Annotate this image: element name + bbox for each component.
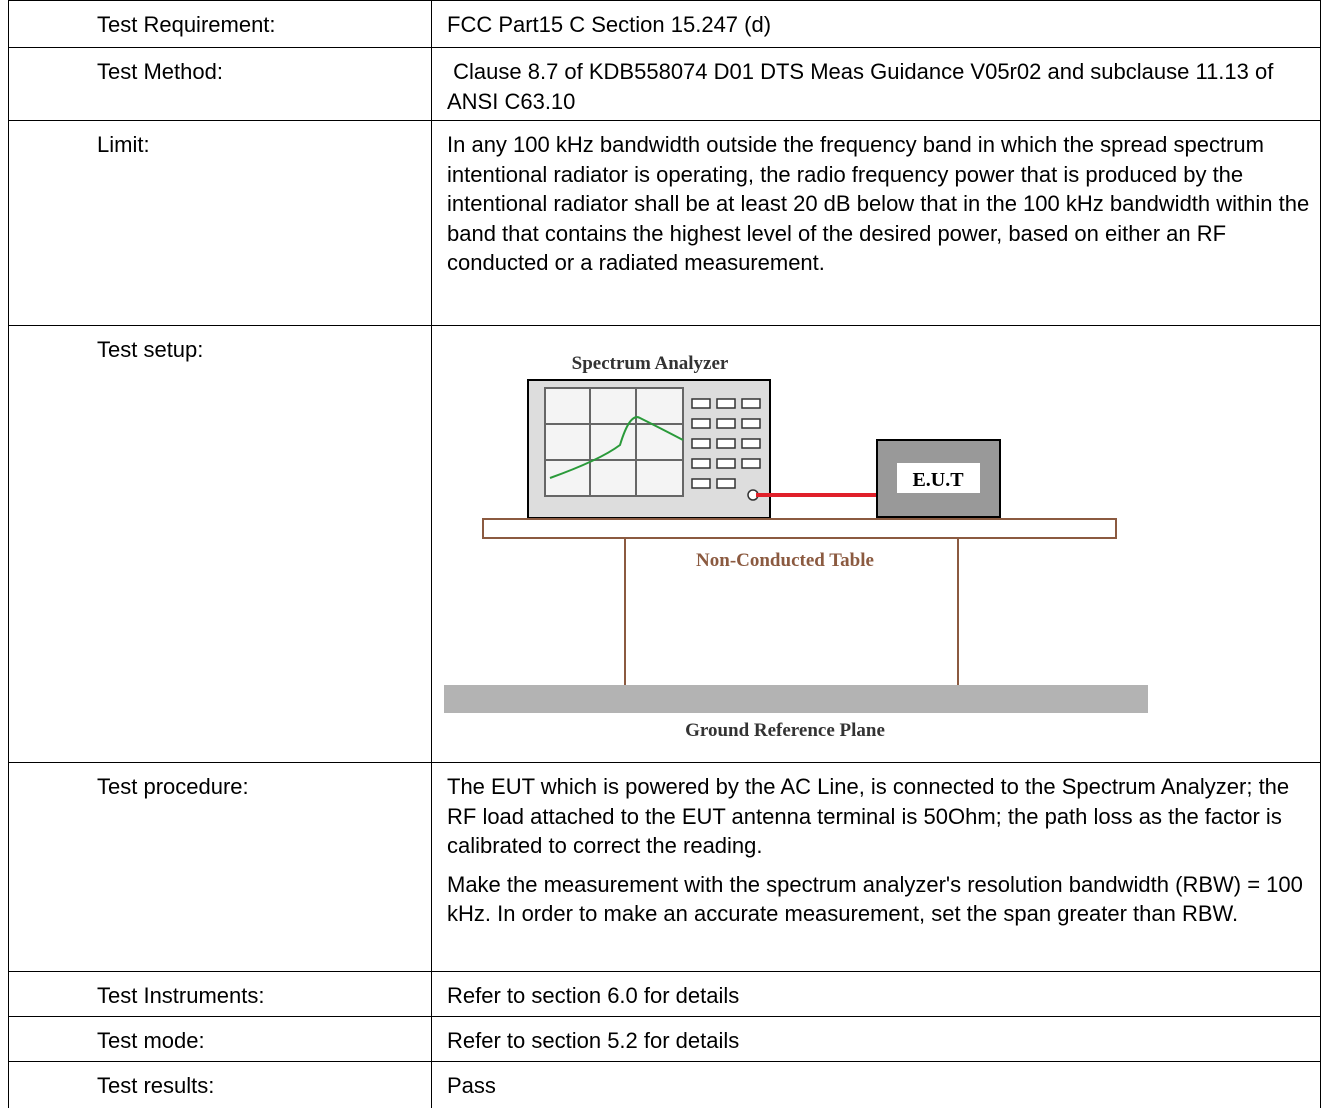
paragraph: In any 100 kHz bandwidth outside the fre… bbox=[447, 132, 1316, 275]
paragraph: Clause 8.7 of KDB558074 D01 DTS Meas Gui… bbox=[447, 59, 1279, 114]
paragraph: Make the measurement with the spectrum a… bbox=[447, 871, 1309, 927]
paragraph: Pass bbox=[447, 1073, 496, 1098]
paragraph: The EUT which is powered by the AC Line,… bbox=[447, 774, 1296, 858]
ground-label: Ground Reference Plane bbox=[685, 720, 885, 741]
spectrum-analyzer: Spectrum Analyzer bbox=[527, 353, 771, 519]
row-value: In any 100 kHz bandwidth outside the fre… bbox=[431, 120, 1321, 326]
row-label: Test Instruments: bbox=[8, 971, 432, 1017]
analyzer-label: Spectrum Analyzer bbox=[572, 353, 729, 374]
row-label: Test Requirement: bbox=[8, 0, 432, 48]
paragraph: Refer to section 6.0 for details bbox=[447, 983, 740, 1008]
row-value: FCC Part15 C Section 15.247 (d) bbox=[431, 0, 1321, 48]
row-value: The EUT which is powered by the AC Line,… bbox=[431, 762, 1321, 972]
paragraph: Refer to section 5.2 for details bbox=[447, 1028, 740, 1053]
row-value: Clause 8.7 of KDB558074 D01 DTS Meas Gui… bbox=[431, 47, 1321, 121]
table-label: Non-Conducted Table bbox=[696, 550, 874, 571]
row-value: Refer to section 5.2 for details bbox=[431, 1016, 1321, 1062]
paragraph: FCC Part15 C Section 15.247 (d) bbox=[447, 12, 772, 37]
eut-label: E.U.T bbox=[912, 469, 964, 491]
